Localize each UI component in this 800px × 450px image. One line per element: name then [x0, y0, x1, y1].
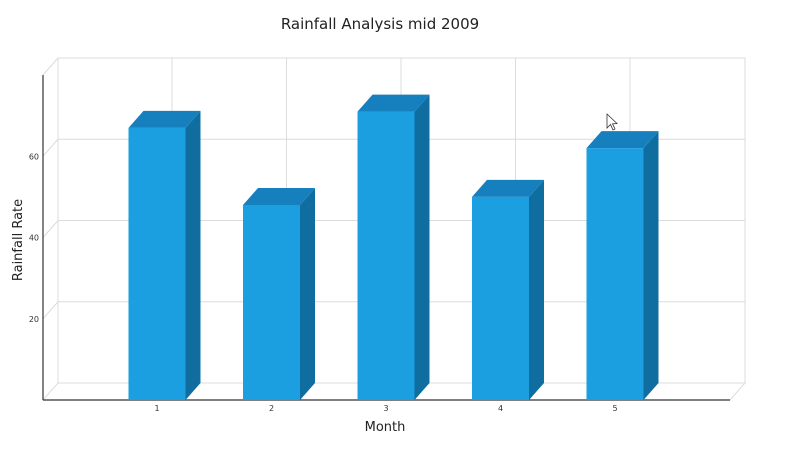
bar-side	[643, 131, 659, 400]
bar-top	[357, 94, 430, 112]
y-gridline-wall	[42, 301, 59, 320]
bar-front	[128, 127, 186, 400]
bar-front	[357, 111, 415, 400]
bar	[357, 94, 430, 400]
x-tick-label: 3	[383, 404, 388, 413]
cursor-pointer-icon	[606, 113, 618, 131]
y-axis-title: Rainfall Rate	[11, 199, 26, 281]
bar-front	[243, 205, 300, 400]
x-axis-title: Month	[365, 420, 406, 435]
bar-front	[472, 196, 529, 400]
bar-top	[472, 179, 544, 197]
x-tick-label: 4	[498, 404, 503, 413]
y-gridline-wall	[42, 138, 59, 157]
bar	[128, 110, 201, 400]
bar-side	[300, 188, 315, 400]
bar-side	[414, 94, 430, 400]
bar-top	[243, 188, 315, 205]
y-tick-label: 20	[29, 315, 39, 324]
bar-top	[586, 131, 659, 149]
x-tick-label: 2	[269, 404, 274, 413]
x-tick-label: 5	[612, 404, 617, 413]
chart-title: Rainfall Analysis mid 2009	[281, 15, 479, 33]
x-tick-label: 1	[154, 404, 159, 413]
bar	[472, 179, 544, 400]
y-tick-label: 40	[29, 234, 39, 243]
wall-top-edge	[42, 57, 59, 76]
bar-side	[185, 110, 201, 400]
y-gridline-wall	[42, 220, 59, 238]
bar	[243, 188, 315, 400]
bars	[128, 94, 659, 400]
x-tick-labels: 1 2 3 4 5	[154, 404, 617, 413]
y-tick-label: 60	[29, 152, 39, 161]
bar	[586, 131, 659, 400]
bar-top	[128, 110, 201, 128]
bar-front	[586, 148, 644, 400]
bar-side	[529, 179, 544, 400]
y-tick-labels: 20 40 60	[29, 152, 39, 324]
